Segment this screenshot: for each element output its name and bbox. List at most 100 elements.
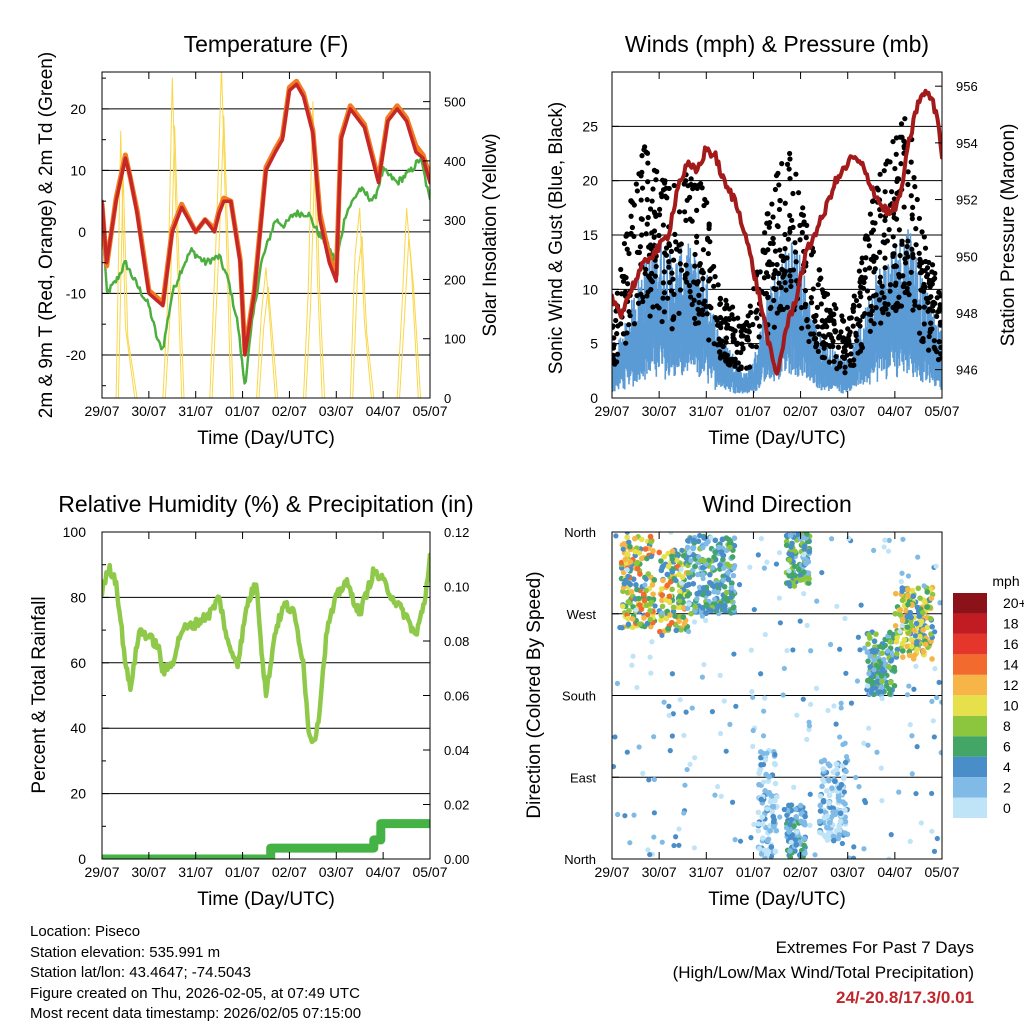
direction-point xyxy=(939,699,942,705)
colorbar-label: 12 xyxy=(1003,677,1019,693)
direction-point xyxy=(889,657,895,663)
direction-point xyxy=(865,683,871,689)
direction-point xyxy=(661,699,667,705)
gust-point xyxy=(878,320,884,326)
gust-point xyxy=(864,288,871,294)
direction-point xyxy=(669,569,676,575)
gust-point xyxy=(615,323,621,329)
direction-point xyxy=(699,613,706,619)
gust-point xyxy=(928,294,934,300)
direction-point xyxy=(632,548,639,555)
direction-ylabel: Direction (Colored By Speed) xyxy=(524,571,545,818)
direction-point xyxy=(781,806,787,813)
humidity-y2tick-label: 0.02 xyxy=(444,798,469,813)
gust-point xyxy=(797,237,803,243)
gust-point xyxy=(873,305,879,311)
gust-point xyxy=(677,287,684,293)
gust-point xyxy=(673,246,680,252)
gust-point xyxy=(760,249,766,255)
gust-point xyxy=(656,232,662,239)
gust-point xyxy=(648,246,654,252)
gust-point xyxy=(774,223,780,229)
direction-point xyxy=(679,547,685,553)
direction-point xyxy=(833,721,839,727)
direction-point xyxy=(724,561,731,568)
gust-point xyxy=(831,358,837,365)
gust-point xyxy=(669,326,675,332)
gust-point xyxy=(620,278,627,284)
gust-point xyxy=(916,215,923,222)
gust-point xyxy=(664,195,670,201)
extremes-title: Extremes For Past 7 Days xyxy=(775,938,974,957)
direction-point xyxy=(899,597,906,604)
gust-point xyxy=(827,343,833,349)
direction-point xyxy=(650,591,656,597)
direction-point xyxy=(721,565,727,571)
direction-point xyxy=(770,803,777,810)
gust-point xyxy=(729,312,735,318)
gust-point xyxy=(899,241,905,247)
temperature-y2tick-label: 500 xyxy=(444,95,466,110)
gust-point xyxy=(793,259,799,265)
direction-point xyxy=(692,563,699,570)
direction-point xyxy=(789,540,795,547)
direction-point xyxy=(676,826,682,832)
direction-point xyxy=(683,709,689,715)
direction-point xyxy=(620,546,626,552)
direction-point xyxy=(666,703,672,709)
direction-point xyxy=(788,833,795,840)
gust-point xyxy=(893,151,899,157)
gust-point xyxy=(716,336,722,342)
gust-point xyxy=(853,297,860,304)
direction-point xyxy=(673,834,679,840)
direction-point xyxy=(699,564,706,571)
direction-point xyxy=(703,601,710,608)
humidity-xtick-label: 31/07 xyxy=(178,864,213,880)
humidity-xtick-label: 03/07 xyxy=(319,864,354,880)
gust-point xyxy=(699,286,705,292)
gust-point xyxy=(885,301,891,307)
gust-point xyxy=(639,232,645,238)
colorbar-label: 0 xyxy=(1003,800,1011,816)
winds-ytick-label: 25 xyxy=(582,118,598,134)
direction-point xyxy=(838,781,845,788)
gust-point xyxy=(851,293,857,299)
direction-point xyxy=(720,577,726,584)
direction-point xyxy=(801,552,807,558)
direction-point xyxy=(839,763,845,769)
direction-point xyxy=(674,553,681,559)
direction-point xyxy=(682,782,688,788)
winds-xlabel: Time (Day/UTC) xyxy=(708,428,846,449)
gust-point xyxy=(765,294,771,300)
humidity-y2tick-label: 0.04 xyxy=(444,743,469,758)
direction-point xyxy=(690,544,697,551)
gust-point xyxy=(835,344,842,350)
direction-point xyxy=(807,701,814,707)
gust-point xyxy=(872,266,878,272)
direction-point xyxy=(929,828,935,834)
direction-point xyxy=(718,793,724,799)
direction-point xyxy=(879,666,886,673)
direction-point xyxy=(786,572,793,579)
gust-point xyxy=(900,273,906,279)
humidity-ytick-label: 40 xyxy=(70,720,86,736)
direction-point xyxy=(824,813,830,819)
direction-point xyxy=(764,838,771,844)
humidity-xtick-label: 29/07 xyxy=(84,864,119,880)
gust-point xyxy=(661,309,668,315)
direction-point xyxy=(678,627,684,633)
direction-point xyxy=(853,774,859,781)
direction-point xyxy=(687,761,693,767)
gust-point xyxy=(931,338,937,344)
gust-point xyxy=(780,258,786,264)
gust-point xyxy=(622,289,629,295)
gust-point xyxy=(766,224,772,230)
direction-point xyxy=(648,599,655,606)
direction-point xyxy=(836,828,843,834)
direction-point xyxy=(915,554,921,560)
gust-point xyxy=(644,197,650,203)
direction-point xyxy=(820,797,827,804)
gust-point xyxy=(815,348,821,355)
gust-point xyxy=(692,251,698,258)
direction-point xyxy=(634,565,641,572)
